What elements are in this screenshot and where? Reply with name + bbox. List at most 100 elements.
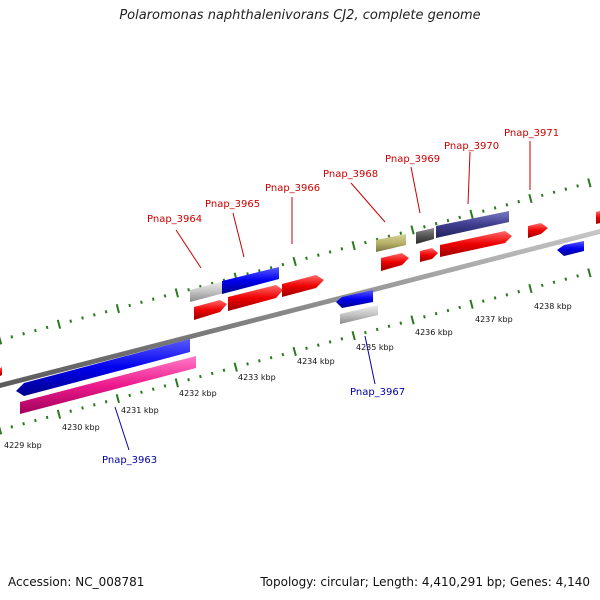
minor-tick xyxy=(210,371,214,376)
gene-label-pnap-3963[interactable]: Pnap_3963 xyxy=(102,455,157,466)
minor-tick xyxy=(399,231,403,235)
minor-tick xyxy=(92,313,96,317)
gene-pnap-3967-gray[interactable] xyxy=(340,305,378,324)
minor-tick xyxy=(458,305,462,310)
kbp-label: 4230 kbp xyxy=(62,423,100,432)
minor-tick xyxy=(69,409,73,413)
minor-tick xyxy=(246,362,249,366)
gene-red-edge[interactable] xyxy=(596,211,600,224)
minor-tick xyxy=(434,221,438,226)
minor-tick xyxy=(458,215,462,220)
gene-label-pnap-3964[interactable]: Pnap_3964 xyxy=(147,214,202,225)
minor-tick xyxy=(22,422,25,426)
kbp-label: 4231 kbp xyxy=(121,406,159,415)
minor-tick xyxy=(505,293,509,297)
gene-label-pnap-3970[interactable]: Pnap_3970 xyxy=(444,141,499,152)
gene-label-pnap-3971[interactable]: Pnap_3971 xyxy=(504,128,559,139)
minor-tick xyxy=(552,190,556,194)
major-tick xyxy=(469,299,474,309)
minor-tick xyxy=(364,240,367,245)
leader-pnap-3968 xyxy=(350,182,386,223)
major-tick xyxy=(351,331,356,341)
minor-tick xyxy=(505,203,509,207)
leader-pnap-3970 xyxy=(467,151,471,205)
minor-tick xyxy=(517,289,521,294)
genome-backbone xyxy=(0,229,600,388)
gene-pnap-3971-red[interactable] xyxy=(528,223,548,238)
major-tick xyxy=(0,426,3,435)
major-tick xyxy=(56,409,62,419)
gene-pnap-3965-red[interactable] xyxy=(228,285,283,311)
minor-tick xyxy=(387,234,391,238)
major-tick xyxy=(174,288,179,298)
minor-tick xyxy=(576,274,579,278)
genome-summary-text: Topology: circular; Length: 4,410,291 bp… xyxy=(260,575,590,589)
kbp-label: 4233 kbp xyxy=(238,373,276,382)
gene-red-mid-2[interactable] xyxy=(420,248,438,262)
gene-pnap-3969-dark[interactable] xyxy=(416,228,434,244)
minor-tick xyxy=(481,299,485,303)
leader-pnap-3963 xyxy=(114,406,130,451)
minor-tick xyxy=(328,340,332,344)
gene-red-mid-1[interactable] xyxy=(381,253,409,271)
gene-blue-bottom-3[interactable] xyxy=(557,241,584,256)
gene-blue-top[interactable] xyxy=(222,267,279,294)
minor-tick xyxy=(104,310,108,314)
minor-tick xyxy=(69,319,73,323)
minor-tick xyxy=(387,324,391,328)
major-tick xyxy=(233,362,238,372)
minor-tick xyxy=(140,390,143,394)
minor-tick xyxy=(446,218,450,223)
gene-blue-bottom-1[interactable] xyxy=(16,339,190,396)
minor-tick xyxy=(128,393,132,398)
major-tick xyxy=(587,178,592,188)
minor-tick xyxy=(281,262,285,267)
minor-tick xyxy=(22,332,25,336)
kbp-label: 4236 kbp xyxy=(415,328,453,337)
lower-tick-track xyxy=(0,268,592,435)
gene-blue-bottom-2[interactable] xyxy=(336,290,373,308)
minor-tick xyxy=(564,277,568,281)
minor-tick xyxy=(316,343,320,347)
gene-pnap-3963-pink[interactable] xyxy=(20,356,196,414)
gene-gray-top[interactable] xyxy=(190,281,224,302)
leader-pnap-3964 xyxy=(175,229,202,269)
gene-label-pnap-3965[interactable]: Pnap_3965 xyxy=(205,199,260,210)
accession-text: Accession: NC_008781 xyxy=(8,575,145,589)
minor-tick xyxy=(104,400,108,404)
gene-label-pnap-3969[interactable]: Pnap_3969 xyxy=(385,154,440,165)
gene-label-pnap-3967[interactable]: Pnap_3967 xyxy=(350,387,405,398)
minor-tick xyxy=(222,368,226,372)
minor-tick xyxy=(446,308,450,313)
gene-pnap-3966-red[interactable] xyxy=(282,275,324,297)
gene-label-pnap-3968[interactable]: Pnap_3968 xyxy=(323,169,378,180)
minor-tick xyxy=(364,330,367,335)
minor-tick xyxy=(340,247,344,251)
minor-tick xyxy=(517,199,521,204)
gene-label-pnap-3966[interactable]: Pnap_3966 xyxy=(265,183,320,194)
major-tick xyxy=(410,225,415,235)
minor-tick xyxy=(493,206,497,210)
map-title: Polaromonas naphthalenivorans CJ2, compl… xyxy=(119,8,481,23)
kbp-label: 4237 kbp xyxy=(475,315,513,324)
minor-tick xyxy=(540,193,544,198)
major-tick xyxy=(351,241,356,251)
gene-pnap-3968-olive[interactable] xyxy=(376,234,406,252)
gene-pnap-3970-purple[interactable] xyxy=(436,211,509,238)
minor-tick xyxy=(187,288,190,292)
minor-tick xyxy=(258,359,261,363)
minor-tick xyxy=(540,283,544,288)
major-tick xyxy=(292,346,297,357)
leader-pnap-3969 xyxy=(410,166,421,214)
minor-tick xyxy=(151,297,155,301)
gene-pnap-3964-red[interactable] xyxy=(194,300,227,320)
minor-tick xyxy=(576,184,579,188)
minor-tick xyxy=(305,256,308,260)
minor-tick xyxy=(81,406,84,410)
major-tick xyxy=(292,256,297,267)
gene-red-long[interactable] xyxy=(440,231,512,257)
minor-tick xyxy=(423,225,426,229)
minor-tick xyxy=(34,328,37,333)
gene-red-left-edge[interactable] xyxy=(0,367,2,376)
